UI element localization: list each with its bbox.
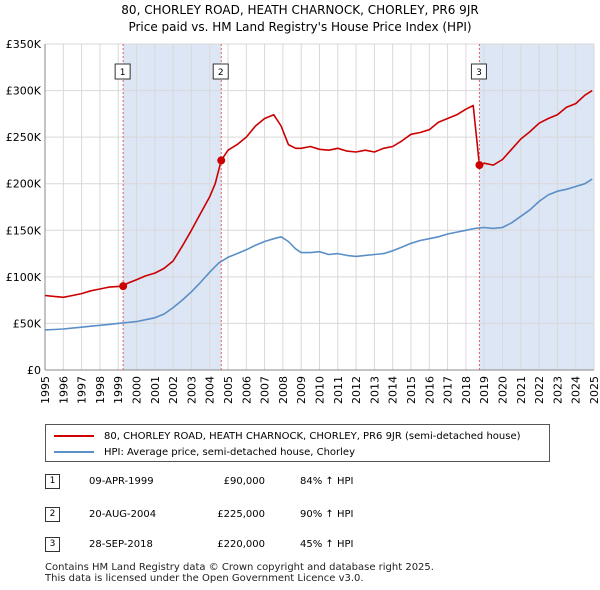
property-price-line <box>44 89 593 299</box>
sale-date: 28-SEP-2018 <box>89 539 153 550</box>
y-tick-label: £150K <box>6 224 42 237</box>
sale-marker-box <box>212 63 229 80</box>
sale-marker-label: 1 <box>120 68 126 78</box>
x-tick-label: 2004 <box>204 376 217 404</box>
legend-swatch-property <box>54 435 94 437</box>
sale-price: £90,000 <box>223 476 265 487</box>
x-tick-label: 2002 <box>167 376 180 404</box>
sale-number-badge: 2 <box>45 507 60 522</box>
x-tick-label: 2005 <box>222 376 235 404</box>
x-tick-label: 2001 <box>149 376 162 404</box>
x-tick-label: 1996 <box>57 376 70 404</box>
sale-date: 09-APR-1999 <box>89 476 154 487</box>
chart-title-subtitle: Price paid vs. HM Land Registry's House … <box>128 20 472 34</box>
x-tick-label: 2025 <box>588 376 600 404</box>
sale-number-badge: 3 <box>45 537 60 552</box>
x-tick-label: 2017 <box>442 376 455 404</box>
sale-point <box>119 282 128 291</box>
y-tick-label: £0 <box>27 364 41 377</box>
sale-hpi-change: 45% ↑ HPI <box>300 539 354 550</box>
x-tick-label: 2007 <box>259 376 272 404</box>
x-tick-label: 2020 <box>497 376 510 404</box>
x-tick-label: 2022 <box>533 376 546 404</box>
legend-item-hpi: HPI: Average price, semi-detached house,… <box>54 444 355 460</box>
x-tick-label: 2000 <box>131 376 144 404</box>
x-tick-label: 1997 <box>76 376 89 404</box>
y-tick-label: £350K <box>6 38 42 51</box>
x-tick-label: 2019 <box>478 376 491 404</box>
y-tick-label: £50K <box>13 317 42 330</box>
x-tick-label: 2011 <box>332 376 345 404</box>
table-row: 3 28-SEP-2018 £220,000 45% ↑ HPI <box>45 537 565 555</box>
sale-marker-box <box>470 63 487 80</box>
legend-label-hpi: HPI: Average price, semi-detached house,… <box>104 446 356 458</box>
x-tick-label: 1995 <box>39 376 52 404</box>
x-tick-label: 2014 <box>387 376 400 404</box>
sale-point <box>475 161 484 170</box>
sale-price: £225,000 <box>217 509 265 520</box>
x-tick-label: 1998 <box>94 376 107 404</box>
x-tick-label: 2015 <box>405 376 418 404</box>
chart-title-address: 80, CHORLEY ROAD, HEATH CHARNOCK, CHORLE… <box>121 3 479 17</box>
table-row: 1 09-APR-1999 £90,000 84% ↑ HPI <box>45 474 565 492</box>
legend-item-property: 80, CHORLEY ROAD, HEATH CHARNOCK, CHORLE… <box>54 428 521 444</box>
sale-point <box>217 156 226 165</box>
x-tick-label: 2003 <box>185 376 198 404</box>
sale-date: 20-AUG-2004 <box>89 509 157 520</box>
y-tick-label: £300K <box>6 85 42 98</box>
x-tick-label: 1999 <box>112 376 125 404</box>
footer-licence: This data is licensed under the Open Gov… <box>45 573 364 584</box>
hpi-line <box>44 178 593 331</box>
x-tick-label: 2018 <box>460 376 473 404</box>
x-tick-label: 2006 <box>240 376 253 404</box>
x-tick-label: 2013 <box>368 376 381 404</box>
legend-swatch-hpi <box>54 451 94 453</box>
y-tick-label: £100K <box>6 271 42 284</box>
x-tick-label: 2024 <box>570 376 583 404</box>
sale-marker-label: 3 <box>476 68 482 78</box>
price-chart: £0 £50K £100K £150K £200K £250K £300K £350K 1995… <box>6 38 600 404</box>
footer-copyright: Contains HM Land Registry data © Crown c… <box>45 562 434 573</box>
attribution-footer: Contains HM Land Registry data © Crown c… <box>45 562 434 584</box>
y-tick-label: £250K <box>6 131 42 144</box>
sale-marker-box <box>114 63 131 80</box>
sale-hpi-change: 90% ↑ HPI <box>300 509 354 520</box>
legend-label-property: 80, CHORLEY ROAD, HEATH CHARNOCK, CHORLE… <box>104 430 521 442</box>
sale-hpi-change: 84% ↑ HPI <box>300 476 354 487</box>
sale-period-band <box>479 44 594 370</box>
x-tick-label: 2008 <box>277 376 290 404</box>
x-tick-label: 2016 <box>423 376 436 404</box>
table-row: 2 20-AUG-2004 £225,000 90% ↑ HPI <box>45 507 565 525</box>
x-tick-label: 2012 <box>350 376 363 404</box>
sale-price: £220,000 <box>217 539 265 550</box>
x-tick-label: 2010 <box>314 376 327 404</box>
y-tick-label: £200K <box>6 178 42 191</box>
sale-marker-label: 2 <box>218 68 224 78</box>
x-tick-label: 2009 <box>295 376 308 404</box>
sale-number-badge: 1 <box>45 474 60 489</box>
chart-legend: 80, CHORLEY ROAD, HEATH CHARNOCK, CHORLE… <box>45 424 550 462</box>
x-tick-label: 2021 <box>515 376 528 404</box>
x-tick-label: 2023 <box>551 376 564 404</box>
